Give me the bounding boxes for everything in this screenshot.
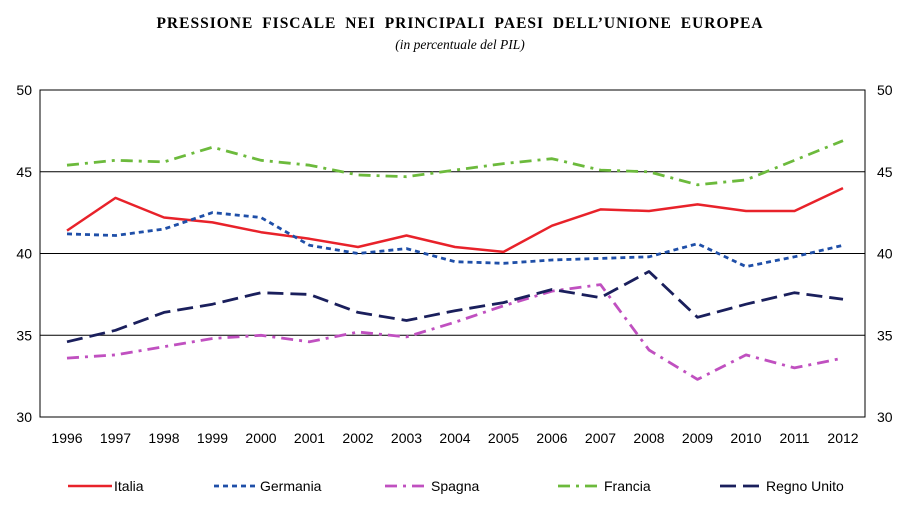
y-tick-label-left: 50 [16, 82, 32, 98]
legend-label-germania: Germania [260, 478, 322, 494]
x-tick-label: 2006 [536, 430, 567, 446]
legend-label-regno-unito: Regno Unito [766, 478, 844, 494]
x-tick-label: 2002 [342, 430, 373, 446]
y-tick-label-left: 45 [16, 164, 32, 180]
legend: Italia Germania Spagna Francia Regno Unito [68, 478, 844, 494]
series-layer [66, 139, 844, 381]
x-tick-label: 2010 [730, 430, 761, 446]
x-tick-label: 1997 [100, 430, 131, 446]
y-tick-label-left: 40 [16, 246, 32, 262]
y-tick-label-right: 45 [877, 164, 893, 180]
x-tick-label: 2003 [391, 430, 422, 446]
legend-label-francia: Francia [604, 478, 651, 494]
x-tick-label: 2009 [682, 430, 713, 446]
series-line-italia [66, 186, 844, 254]
x-tick-label: 2001 [294, 430, 325, 446]
y-tick-label-left: 35 [16, 327, 32, 343]
x-tick-label: 2005 [488, 430, 519, 446]
x-tick-label: 2004 [439, 430, 470, 446]
y-tick-label-right: 35 [877, 327, 893, 343]
x-tick-label: 2000 [245, 430, 276, 446]
x-tick-label: 2008 [633, 430, 664, 446]
x-tick-label: 2011 [779, 430, 809, 446]
chart-subtitle: (in percentuale del PIL) [395, 37, 525, 52]
x-tick-label: 2007 [585, 430, 616, 446]
series-line-spagna [66, 283, 844, 381]
y-tick-label-left: 30 [16, 409, 32, 425]
series-line-francia [66, 139, 844, 187]
grid-layer [39, 89, 866, 418]
x-tick-label: 1999 [197, 430, 228, 446]
legend-label-italia: Italia [114, 478, 144, 494]
axis-layer: 30 30 35 35 40 40 45 45 50 50 1996 1997 1998 1999 2000… [16, 82, 892, 446]
x-tick-label: 1996 [51, 430, 82, 446]
legend-label-spagna: Spagna [431, 478, 479, 494]
y-tick-label-right: 30 [877, 409, 893, 425]
y-tick-label-right: 50 [877, 82, 893, 98]
chart-title: PRESSIONE FISCALE NEI PRINCIPALI PAESI D… [156, 15, 764, 32]
x-tick-label: 2012 [827, 430, 858, 446]
series-line-regno-unito [66, 270, 844, 344]
y-tick-label-right: 40 [877, 246, 893, 262]
x-tick-label: 1998 [148, 430, 179, 446]
